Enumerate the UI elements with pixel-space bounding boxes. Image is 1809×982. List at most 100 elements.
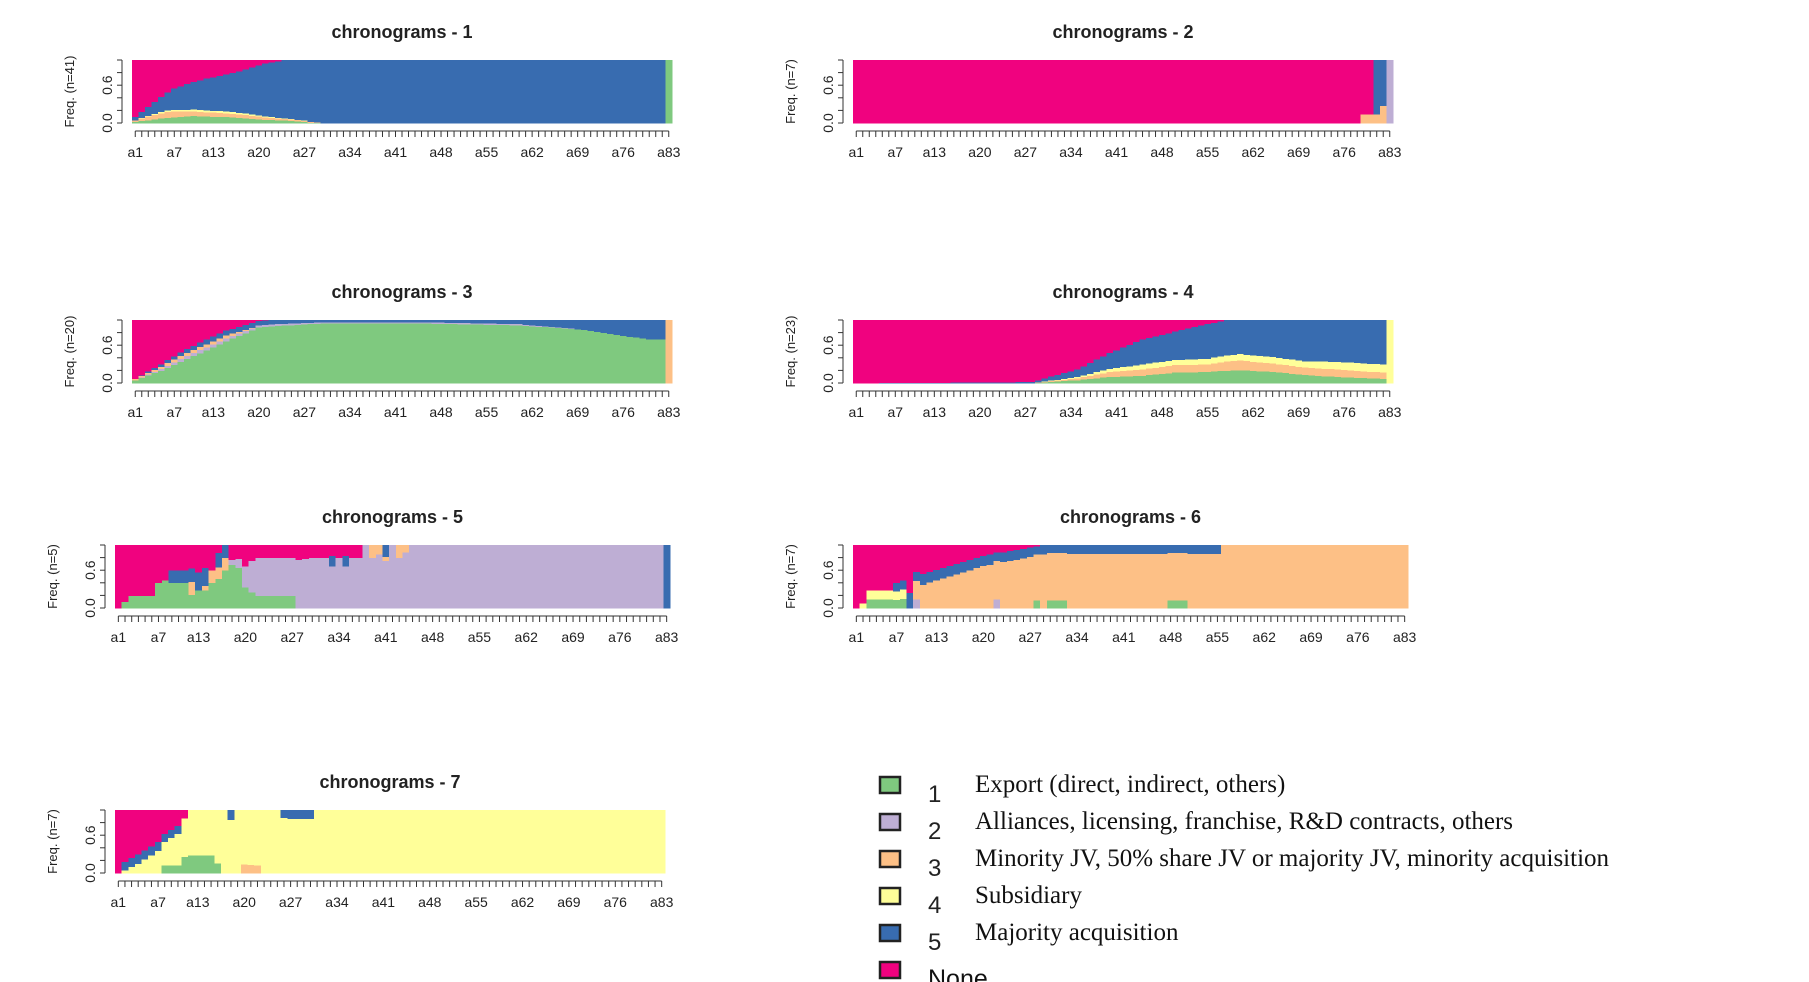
bar-segment-state-1 <box>255 595 263 609</box>
bar-segment-state-3 <box>1321 368 1329 377</box>
x-tick-label: a41 <box>1105 404 1129 420</box>
bar-segment-state-none <box>1132 60 1140 124</box>
bar-segment-state-3 <box>1106 371 1114 378</box>
x-tick-label: a1 <box>848 144 864 160</box>
bar-segment-state-5 <box>939 567 948 579</box>
bar-segment-state-5 <box>522 320 530 325</box>
bar-segment-state-1 <box>1210 371 1218 384</box>
bar-segment-state-5 <box>645 60 654 124</box>
bar-segment-state-none <box>937 60 945 124</box>
bar-segment-state-2 <box>509 323 517 326</box>
bar-segment-state-none <box>989 60 997 124</box>
bar-segment-state-3 <box>1160 553 1168 609</box>
bar-segment-state-none <box>939 545 948 569</box>
bar-segment-state-5 <box>1028 381 1036 384</box>
bar-segment-state-5 <box>210 336 218 342</box>
bar-segment-state-5 <box>1152 335 1160 363</box>
bar-segment-state-1 <box>235 567 243 609</box>
legend-item-4: 4 Subsidiary <box>878 882 1082 919</box>
bar-segment-state-none <box>255 545 263 558</box>
bar-segment-state-none <box>919 545 928 575</box>
bar-segment-state-4 <box>505 810 514 874</box>
bar-segment-state-3 <box>1197 364 1205 373</box>
panel-title: chronograms - 6 <box>1060 507 1201 527</box>
bar-segment-state-4 <box>1282 358 1290 366</box>
bar-segment-state-1 <box>392 323 400 384</box>
bar-segment-state-1 <box>216 344 224 384</box>
bar-segment-state-1 <box>385 323 393 384</box>
bar-segment-state-5 <box>346 60 354 124</box>
bar-segment-state-5 <box>1054 374 1062 380</box>
bar-segment-state-2 <box>395 557 404 609</box>
bar-segment-state-3 <box>1048 380 1056 383</box>
bar-segment-state-5 <box>1262 320 1270 357</box>
bar-segment-state-2 <box>409 545 417 609</box>
bar-segment-state-1 <box>168 582 176 609</box>
bar-segment-state-none <box>242 545 250 567</box>
bar-segment-state-5 <box>255 320 263 326</box>
bar-segment-state-4 <box>373 810 381 874</box>
bar-segment-state-5 <box>195 572 203 591</box>
bar-segment-state-4 <box>532 810 540 874</box>
bar-segment-state-5 <box>221 545 230 558</box>
bar-segment-state-1 <box>450 323 458 384</box>
bar-segment-state-5 <box>1178 329 1186 360</box>
bar-segment-state-none <box>1217 60 1225 124</box>
bar-segment-state-1 <box>1180 600 1188 609</box>
bar-segment-state-1 <box>593 331 602 384</box>
bar-segment-state-none <box>866 545 874 591</box>
bar-segment-state-3 <box>1334 545 1342 609</box>
bar-segment-state-4 <box>486 810 494 874</box>
bar-segment-state-2 <box>449 545 457 609</box>
bar-segment-state-1 <box>1249 370 1257 384</box>
bar-segment-state-1 <box>194 855 202 874</box>
x-tick-label: a7 <box>151 629 167 645</box>
bar-segment-state-2 <box>327 321 335 324</box>
bar-segment-state-2 <box>444 322 452 325</box>
bar-segment-state-none <box>308 545 317 558</box>
x-tick-label: a7 <box>167 144 183 160</box>
bar-segment-state-1 <box>1041 382 1049 384</box>
bar-segment-state-none <box>866 60 874 124</box>
x-tick-label: a27 <box>1014 404 1038 420</box>
bar-segment-state-2 <box>542 545 551 609</box>
y-tick-label: 0.6 <box>99 75 115 95</box>
bar-segment-state-none <box>1230 60 1238 124</box>
bar-segment-state-5 <box>437 320 445 323</box>
bar-segment-state-3 <box>210 112 218 117</box>
bar-segment-state-none <box>1033 545 1041 547</box>
bar-segment-state-none <box>215 545 223 553</box>
bar-segment-state-3 <box>1327 368 1336 377</box>
bar-segment-state-3 <box>255 116 263 120</box>
bar-segment-state-1 <box>444 323 452 384</box>
bar-segment-state-1 <box>1269 371 1277 384</box>
y-axis-label: Freq. (n=7) <box>783 59 798 124</box>
bar-segment-state-2 <box>301 322 309 325</box>
bar-segment-state-5 <box>476 320 484 324</box>
bar-segment-state-1 <box>151 372 159 384</box>
bar-segment-state-3 <box>1247 545 1255 609</box>
bar-segment-state-none <box>1061 320 1069 374</box>
bar-segment-state-5 <box>418 60 426 124</box>
legend-label: Subsidiary <box>975 882 1082 909</box>
bar-segment-state-1 <box>372 323 380 384</box>
bar-segment-state-3 <box>1153 553 1162 609</box>
bar-segment-state-none <box>168 545 176 571</box>
bar-segment-state-3 <box>138 118 146 122</box>
bar-segment-state-3 <box>1373 114 1381 124</box>
bar-segment-state-3 <box>307 121 315 123</box>
bar-segment-state-5 <box>181 570 190 584</box>
bar-segment-state-5 <box>502 60 510 124</box>
bar-segment-state-3 <box>164 362 172 366</box>
bar-segment-state-1 <box>866 599 874 609</box>
bar-segment-state-2 <box>482 545 491 609</box>
legend-label: Majority acquisition <box>975 919 1179 946</box>
bar-segment-state-3 <box>1178 364 1186 373</box>
bar-segment-state-none <box>1048 320 1056 377</box>
bar-segment-state-1 <box>1119 376 1127 384</box>
bar-segment-state-5 <box>652 320 660 340</box>
bar-segment-state-5 <box>1223 320 1231 356</box>
bar-segment-state-2 <box>392 321 400 324</box>
bar-segment-state-2 <box>529 545 537 609</box>
bar-segment-state-none <box>1171 60 1179 124</box>
